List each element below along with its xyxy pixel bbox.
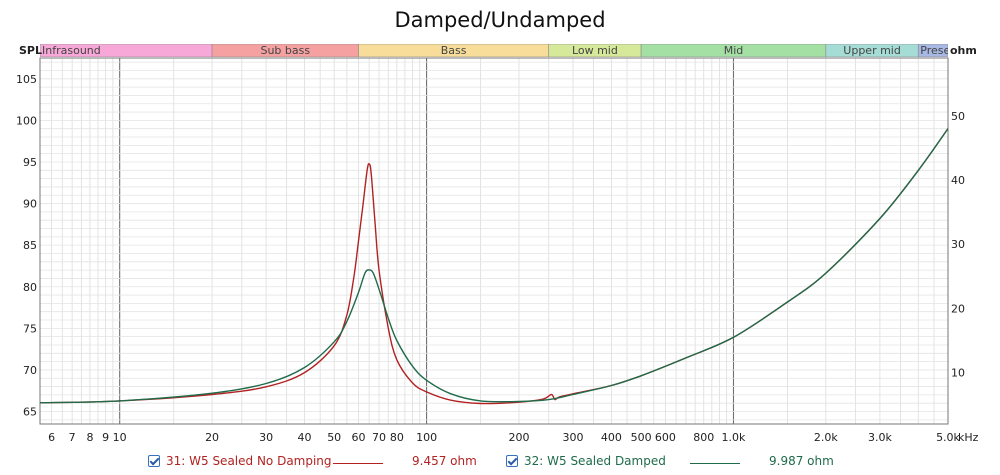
plot-frame	[39, 57, 949, 425]
right-tick-label-3: 40	[951, 174, 965, 187]
band-label-2: Bass	[441, 44, 467, 57]
right-tick-label-2: 30	[951, 238, 965, 251]
x-tick-label-14: 300	[563, 431, 584, 444]
x-tick-label-13: 200	[508, 431, 529, 444]
left-tick-label-6: 95	[23, 156, 37, 169]
right-tick-label-0: 10	[951, 367, 965, 380]
legend-series-1-value: 9.457 ohm	[412, 454, 477, 468]
x-tick-label-22: 5.0k	[936, 431, 960, 444]
band-label-4: Mid	[724, 44, 744, 57]
x-tick-label-7: 40	[297, 431, 311, 444]
left-tick-label-8: 105	[16, 73, 37, 86]
left-tick-label-4: 85	[23, 239, 37, 252]
legend-series-1-swatch	[333, 463, 383, 464]
x-tick-label-5: 20	[205, 431, 219, 444]
left-tick-label-3: 80	[23, 281, 37, 294]
band-label-1: Sub bass	[260, 44, 310, 57]
band-6	[917, 44, 948, 57]
x-tick-label-9: 60	[351, 431, 365, 444]
x-tick-label-15: 400	[601, 431, 622, 444]
x-tick-label-2: 8	[86, 431, 93, 444]
left-axis-label: SPL	[19, 44, 42, 57]
x-tick-label-8: 50	[327, 431, 341, 444]
x-tick-label-19: 1.0k	[722, 431, 746, 444]
left-tick-label-2: 75	[23, 322, 37, 335]
left-tick-label-0: 65	[23, 406, 37, 419]
left-tick-label-1: 70	[23, 364, 37, 377]
right-tick-label-4: 50	[951, 110, 965, 123]
band-label-0: Infrasound	[42, 44, 101, 57]
x-tick-label-21: 3.0k	[868, 431, 892, 444]
x-tick-label-12: 100	[416, 431, 437, 444]
x-tick-label-6: 30	[259, 431, 273, 444]
band-label-5: Upper mid	[843, 44, 901, 57]
chart-title: Damped/Undamped	[394, 8, 606, 32]
x-tick-label-4: 10	[113, 431, 127, 444]
band-label-3: Low mid	[572, 44, 618, 57]
legend-series-2-value: 9.987 ohm	[769, 454, 834, 468]
band-label-6: Presence	[920, 44, 970, 57]
curve-series-1	[39, 128, 949, 405]
legend-series-2-name: 32: W5 Sealed Damped	[524, 454, 666, 468]
left-tick-label-5: 90	[23, 198, 37, 211]
x-tick-label-16: 500	[631, 431, 652, 444]
x-tick-label-3: 9	[102, 431, 109, 444]
x-tick-label-20: 2.0k	[814, 431, 838, 444]
series-2-checkbox[interactable]	[506, 455, 518, 467]
x-tick-label-10: 70	[372, 431, 386, 444]
left-tick-label-7: 100	[16, 114, 37, 127]
x-tick-label-17: 600	[655, 431, 676, 444]
legend-series-1-name: 31: W5 Sealed No Damping	[166, 454, 332, 468]
curve-series-2	[39, 128, 949, 404]
legend-series-2-swatch	[690, 463, 740, 464]
x-unit-label: kHz	[958, 431, 979, 444]
x-tick-label-11: 80	[390, 431, 404, 444]
series-1-checkbox[interactable]	[148, 455, 160, 467]
x-tick-label-18: 800	[693, 431, 714, 444]
right-axis-label: ohm	[950, 44, 977, 57]
x-tick-label-0: 6	[48, 431, 55, 444]
x-tick-label-1: 7	[69, 431, 76, 444]
right-tick-label-1: 20	[951, 302, 965, 315]
